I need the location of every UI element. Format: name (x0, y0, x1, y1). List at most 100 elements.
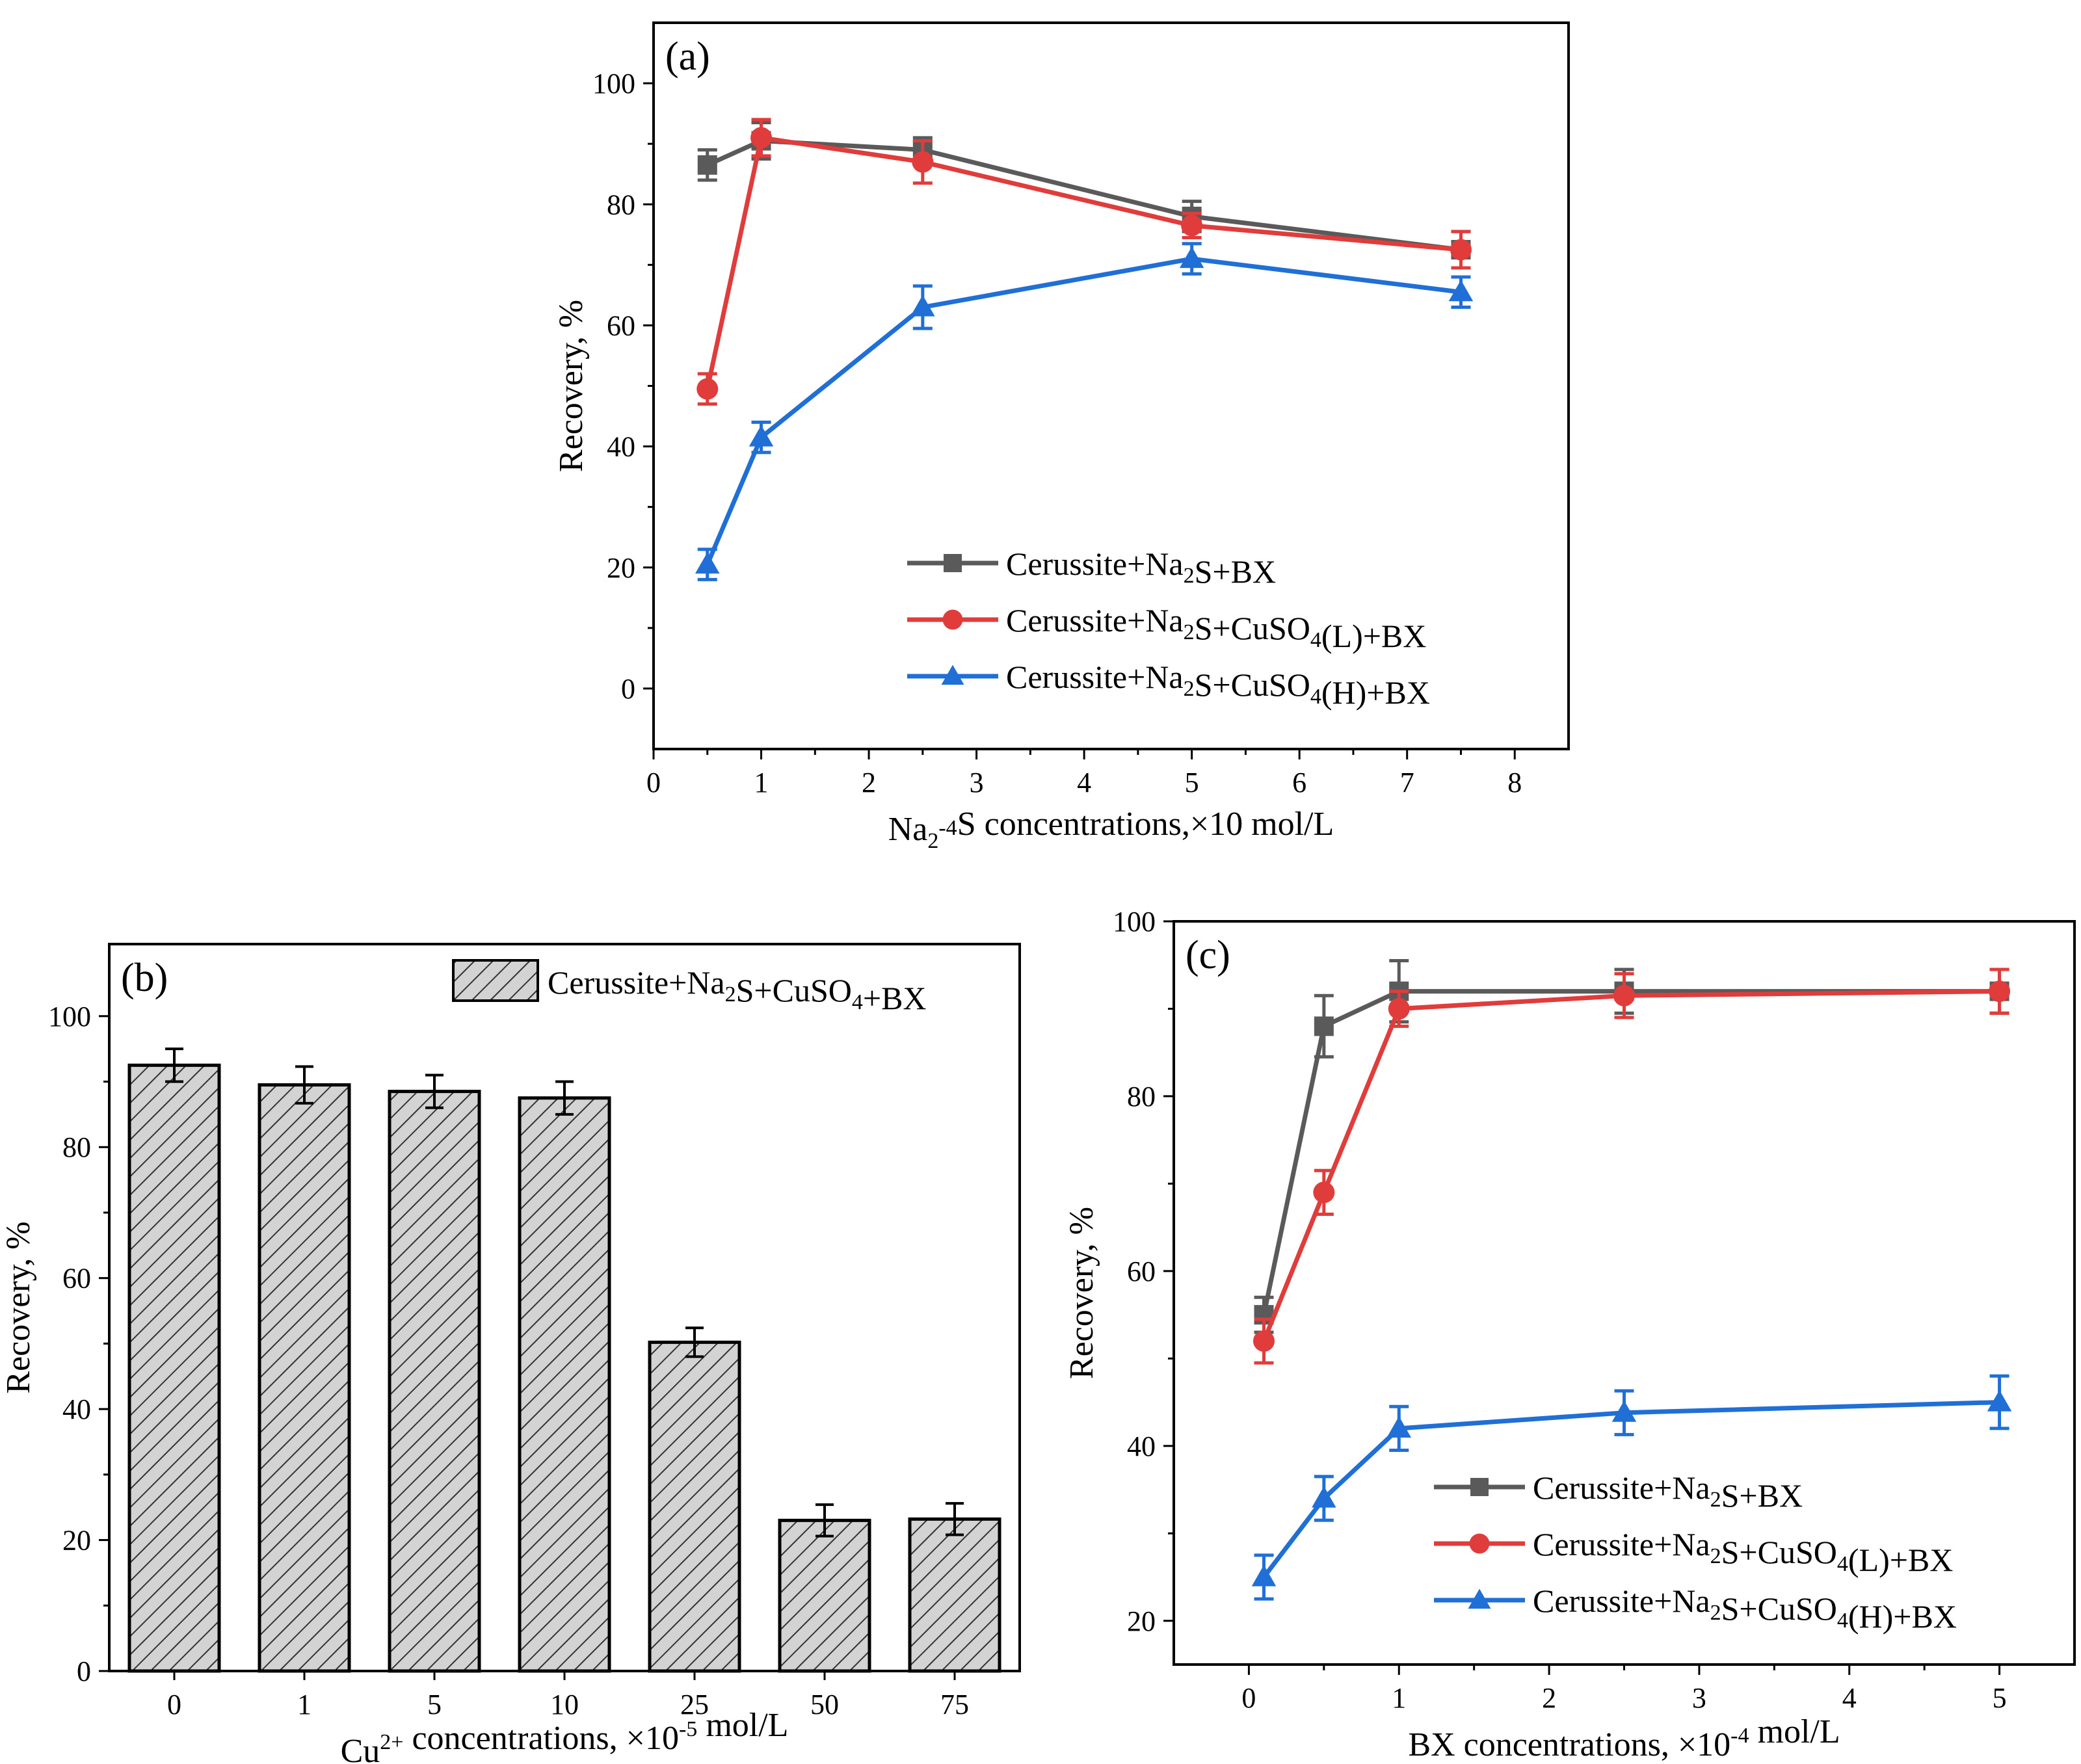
y-tick-label: 40 (62, 1393, 91, 1425)
y-tick-label: 100 (592, 68, 635, 99)
series-2 (1253, 968, 2011, 1365)
data-point (1989, 981, 2011, 1003)
bar (127, 1063, 221, 1673)
y-tick-label: 60 (607, 309, 635, 341)
y-tick-label: 80 (62, 1131, 91, 1163)
panel-tag: (c) (1186, 933, 1230, 977)
x-tick-label: 0 (167, 1689, 181, 1720)
legend-entry: Cerussite+Na2S+BX (1006, 546, 1276, 590)
x-tick-label: 2 (862, 767, 876, 798)
data-point (1448, 280, 1474, 302)
legend-swatch-marker (1469, 1533, 1490, 1554)
series-3 (695, 242, 1474, 581)
x-tick-label: 1 (1392, 1682, 1406, 1714)
bar (518, 1096, 611, 1673)
bar (778, 1518, 871, 1673)
legend-entry: Cerussite+Na2S+CuSO4(H)+BX (1533, 1583, 1957, 1635)
x-axis-title: BX concentrations, ×10-4 mol/L (1408, 1713, 1840, 1763)
data-point (1181, 215, 1203, 237)
x-tick-label: 4 (1077, 767, 1091, 798)
data-point (1611, 1400, 1637, 1422)
y-tick-label: 20 (62, 1525, 91, 1557)
legend-entry: Cerussite+Na2S+CuSO4+BX (548, 964, 927, 1016)
data-point (1314, 1016, 1334, 1036)
x-tick-label: 8 (1507, 767, 1522, 798)
legend: Cerussite+Na2S+BX Cerussite+Na2S+CuSO4(L)… (907, 546, 1430, 711)
y-tick-label: 40 (607, 431, 635, 463)
y-tick-label: 20 (607, 552, 635, 584)
data-point (1388, 997, 1410, 1020)
legend-swatch-marker (1470, 1478, 1489, 1496)
y-axis-title: Recovery, % (0, 1221, 37, 1393)
panel-tag: (b) (121, 956, 168, 1000)
x-tick-label: 25 (680, 1689, 709, 1720)
x-tick-label: 5 (1185, 767, 1199, 798)
panel-b-bar-chart: 0 1 5 10 25 50 75 0 20 40 60 80 100 Cu2+ concentratio… (0, 943, 1021, 1764)
legend: Cerussite+Na2S+BX Cerussite+Na2S+CuSO4(L)… (1434, 1469, 1957, 1635)
x-tick-label: 2 (1542, 1682, 1556, 1714)
data-point (749, 425, 774, 447)
x-tick-label: 5 (427, 1689, 442, 1720)
legend-swatch-marker (1468, 1588, 1491, 1609)
series-line (1262, 989, 2000, 1315)
bar (648, 1340, 741, 1673)
data-point (1179, 246, 1204, 269)
y-tick-label: 60 (1127, 1256, 1156, 1287)
y-tick-label: 100 (1113, 906, 1156, 938)
series-2 (696, 118, 1472, 406)
data-point (1613, 984, 1635, 1007)
y-tick-label: 80 (1127, 1081, 1156, 1112)
x-tick-label: 6 (1292, 767, 1306, 798)
legend-entry: Cerussite+Na2S+CuSO4(H)+BX (1006, 659, 1430, 711)
y-tick-label: 100 (48, 1001, 91, 1033)
series-line (705, 256, 1461, 566)
legend: Cerussite+Na2S+CuSO4+BX (452, 959, 927, 1016)
legend-swatch-marker (944, 554, 962, 572)
x-tick-label: 3 (970, 767, 984, 798)
y-tick-label: 40 (1127, 1430, 1156, 1462)
series-line (706, 138, 1461, 252)
bar (258, 1083, 351, 1673)
series-3 (1251, 1374, 2012, 1601)
x-tick-label: 0 (646, 767, 661, 798)
x-axis-title: Na2-4S concentrations,×10 mol/L (888, 806, 1334, 853)
x-tick-label: 1 (754, 767, 769, 798)
y-tick-label: 0 (621, 673, 635, 705)
data-point (1987, 1389, 2012, 1412)
y-tick-label: 20 (1127, 1605, 1156, 1637)
data-point (1313, 1181, 1335, 1204)
x-tick-label: 5 (1993, 1682, 2007, 1714)
legend-swatch-marker (941, 665, 964, 685)
bar (388, 1090, 481, 1673)
legend-entry: Cerussite+Na2S+BX (1533, 1469, 1803, 1514)
panel-c-line-chart: 0 1 2 3 4 5 20 40 60 80 100 BX concentrations, ×10-… (1063, 906, 2076, 1763)
y-tick-label: 60 (62, 1263, 91, 1295)
legend-entry: Cerussite+Na2S+CuSO4(L)+BX (1533, 1526, 1953, 1578)
data-point (695, 552, 720, 574)
data-point (912, 151, 934, 173)
y-tick-label: 0 (77, 1655, 91, 1687)
x-tick-label: 7 (1400, 767, 1414, 798)
data-point (1450, 239, 1472, 261)
x-tick-label: 10 (550, 1689, 579, 1720)
data-point (696, 378, 719, 400)
data-point (697, 155, 717, 175)
x-tick-label: 4 (1842, 1682, 1857, 1714)
y-axis-title: Recovery, % (553, 300, 590, 472)
x-tick-label: 0 (1241, 1682, 1256, 1714)
legend-swatch-marker (942, 609, 963, 630)
plot-frame (652, 21, 1570, 750)
y-axis-title: Recovery, % (1063, 1207, 1100, 1379)
x-axis-title: Cu2+ concentrations, ×10-5 mol/L (341, 1707, 789, 1764)
panel-tag: (a) (665, 34, 710, 79)
series-line (1262, 989, 2000, 1342)
x-tick-label: 1 (297, 1689, 311, 1720)
x-tick-label: 50 (810, 1689, 839, 1720)
data-point (750, 127, 773, 149)
data-point (1253, 1330, 1275, 1352)
series-line (705, 135, 1461, 389)
x-tick-label: 3 (1692, 1682, 1706, 1714)
x-tick-label: 75 (940, 1689, 969, 1720)
